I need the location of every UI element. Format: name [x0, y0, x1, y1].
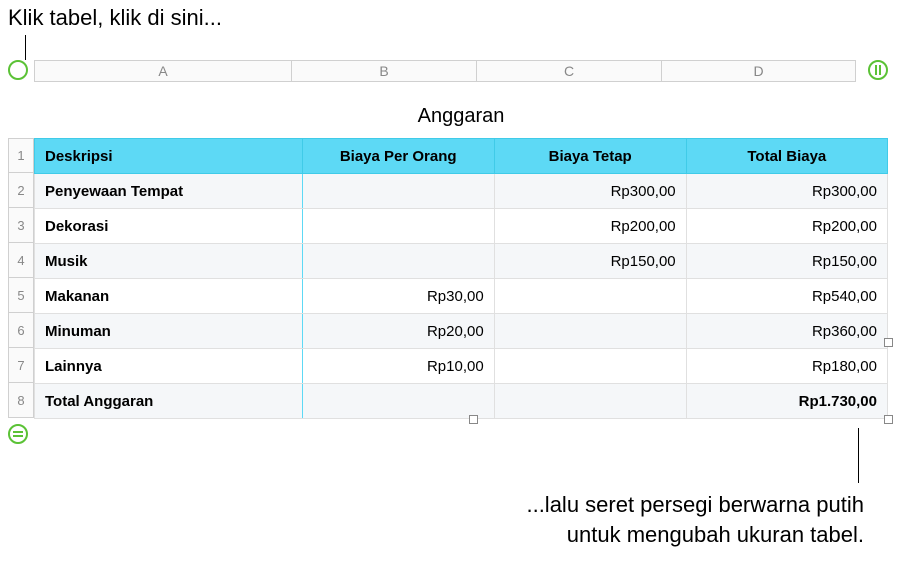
- column-header-d[interactable]: D: [662, 60, 856, 82]
- cell[interactable]: Rp300,00: [494, 174, 686, 209]
- cell[interactable]: Rp200,00: [494, 209, 686, 244]
- spreadsheet: A B C D 1 2 3 4 5 6 7 8 Anggaran Deskrip…: [8, 60, 888, 419]
- add-column-handle[interactable]: [868, 60, 888, 80]
- cell[interactable]: [302, 244, 494, 279]
- table-row: Penyewaan Tempat Rp300,00 Rp300,00: [35, 174, 888, 209]
- table-content: Anggaran Deskripsi Biaya Per Orang Biaya…: [34, 100, 888, 419]
- table-row: Dekorasi Rp200,00 Rp200,00: [35, 209, 888, 244]
- cell[interactable]: Rp30,00: [302, 279, 494, 314]
- header-biaya-per-orang[interactable]: Biaya Per Orang: [302, 139, 494, 174]
- cell[interactable]: Rp20,00: [302, 314, 494, 349]
- callout-line-top: [25, 35, 26, 60]
- cell[interactable]: [494, 349, 686, 384]
- column-header-a[interactable]: A: [34, 60, 292, 82]
- table-header-row: Deskripsi Biaya Per Orang Biaya Tetap To…: [35, 139, 888, 174]
- table-row: Makanan Rp30,00 Rp540,00: [35, 279, 888, 314]
- callout-bottom: ...lalu seret persegi berwarna putih unt…: [526, 490, 864, 549]
- row-header-5[interactable]: 5: [8, 278, 34, 313]
- column-header-b[interactable]: B: [292, 60, 477, 82]
- add-row-handle[interactable]: [8, 424, 28, 444]
- cell[interactable]: [302, 209, 494, 244]
- table-row: Total Anggaran Rp1.730,00: [35, 384, 888, 419]
- row-header-1[interactable]: 1: [8, 138, 34, 173]
- header-biaya-tetap[interactable]: Biaya Tetap: [494, 139, 686, 174]
- cell[interactable]: [302, 174, 494, 209]
- cell[interactable]: Musik: [35, 244, 303, 279]
- header-deskripsi[interactable]: Deskripsi: [35, 139, 303, 174]
- cell[interactable]: Dekorasi: [35, 209, 303, 244]
- resize-handle-bottom[interactable]: [469, 415, 478, 424]
- callout-bottom-line1: ...lalu seret persegi berwarna putih: [526, 490, 864, 520]
- cell[interactable]: Rp200,00: [686, 209, 887, 244]
- table-title[interactable]: Anggaran: [34, 100, 888, 138]
- cell[interactable]: [494, 279, 686, 314]
- callout-line-bottom: [858, 428, 859, 483]
- cell[interactable]: [494, 384, 686, 419]
- resize-handle-corner[interactable]: [884, 415, 893, 424]
- callout-bottom-line2: untuk mengubah ukuran tabel.: [526, 520, 864, 550]
- cell[interactable]: Rp180,00: [686, 349, 887, 384]
- resize-handle-right[interactable]: [884, 338, 893, 347]
- table-row: Lainnya Rp10,00 Rp180,00: [35, 349, 888, 384]
- cell[interactable]: [302, 384, 494, 419]
- cell[interactable]: Rp540,00: [686, 279, 887, 314]
- row-headers: 1 2 3 4 5 6 7 8: [8, 138, 34, 419]
- row-header-3[interactable]: 3: [8, 208, 34, 243]
- cell[interactable]: Penyewaan Tempat: [35, 174, 303, 209]
- row-header-7[interactable]: 7: [8, 348, 34, 383]
- column-headers: A B C D: [34, 60, 888, 82]
- row-header-4[interactable]: 4: [8, 243, 34, 278]
- cell[interactable]: Rp360,00: [686, 314, 887, 349]
- cell[interactable]: [494, 314, 686, 349]
- cell[interactable]: Makanan: [35, 279, 303, 314]
- cell[interactable]: Lainnya: [35, 349, 303, 384]
- budget-table[interactable]: Deskripsi Biaya Per Orang Biaya Tetap To…: [34, 138, 888, 419]
- cell[interactable]: Minuman: [35, 314, 303, 349]
- table-row: Musik Rp150,00 Rp150,00: [35, 244, 888, 279]
- cell[interactable]: Rp1.730,00: [686, 384, 887, 419]
- cell[interactable]: Rp150,00: [494, 244, 686, 279]
- row-header-8[interactable]: 8: [8, 383, 34, 418]
- cell[interactable]: Rp10,00: [302, 349, 494, 384]
- callout-top: Klik tabel, klik di sini...: [8, 5, 222, 31]
- column-header-c[interactable]: C: [477, 60, 662, 82]
- table-row: Minuman Rp20,00 Rp360,00: [35, 314, 888, 349]
- table-select-handle[interactable]: [8, 60, 28, 80]
- cell[interactable]: Rp300,00: [686, 174, 887, 209]
- cell[interactable]: Rp150,00: [686, 244, 887, 279]
- cell[interactable]: Total Anggaran: [35, 384, 303, 419]
- row-header-6[interactable]: 6: [8, 313, 34, 348]
- header-total-biaya[interactable]: Total Biaya: [686, 139, 887, 174]
- row-header-2[interactable]: 2: [8, 173, 34, 208]
